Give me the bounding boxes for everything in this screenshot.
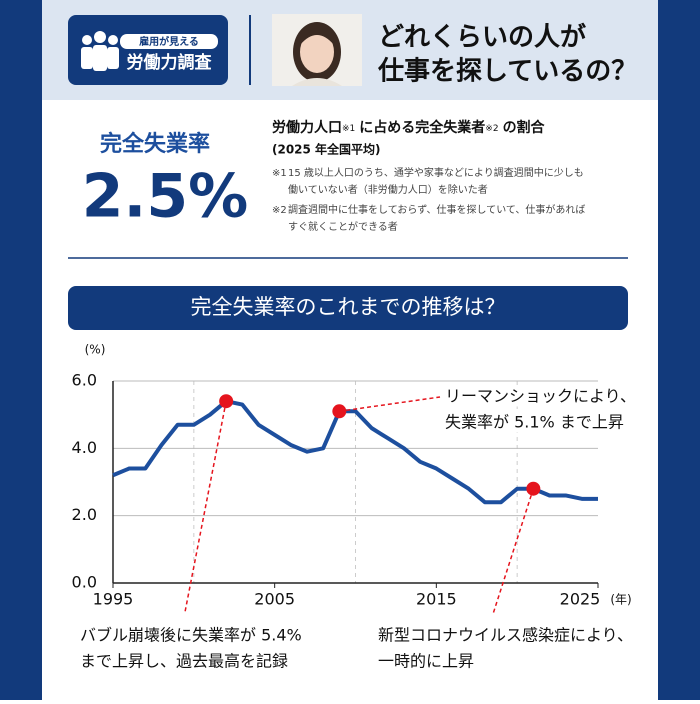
note-text: 働いていない者（非労働力人口）を除いた者 [288, 183, 488, 196]
highlight-dot [219, 394, 234, 409]
annotation-leader [492, 488, 535, 615]
logo-main: 労働力調査 [127, 52, 213, 73]
note-mark: ※2 [272, 205, 287, 216]
annotation-text: まで上昇し、過去最高を記録 [80, 652, 288, 671]
stat-definition: 労働力人口※1 に占める完全失業者※2 の割合 [272, 119, 546, 136]
highlight-dot [332, 404, 347, 419]
logo-icon [81, 31, 119, 71]
x-axis-label: (年) [610, 593, 631, 607]
stat-label: 完全失業率 [100, 131, 210, 157]
header-title: 仕事を探しているの？ [377, 57, 637, 87]
annotation-text: 一時的に上昇 [378, 652, 474, 671]
def-part: 労働力人口 [272, 119, 342, 136]
note-text: 調査週間中に仕事をしておらず、仕事を探していて、仕事があれば [288, 203, 585, 216]
highlight-dot [526, 481, 541, 496]
x-tick-label: 2015 [416, 590, 457, 609]
annotation-text: 失業率が 5.1% まで上昇 [445, 413, 624, 432]
notes: ※1 15 歳以上人口のうち、通学や家事などにより調査週間中に少しも 働いていな… [272, 166, 585, 233]
annotation-leader [339, 396, 441, 413]
x-tick-label: 2025 [560, 590, 601, 609]
def-part: に占める完全失業者 [359, 119, 485, 136]
annotation-leader [184, 401, 227, 613]
logo-small: 雇用が見える [139, 35, 199, 48]
def-part: の割合 [503, 119, 546, 136]
def-note: ※1 [342, 124, 355, 134]
section-title: 完全失業率のこれまでの推移は？ [191, 295, 506, 319]
stat-period: (2025 年全国平均) [272, 142, 381, 157]
note-text: 15 歳以上人口のうち、通学や家事などにより調査週間中に少しも [288, 166, 584, 179]
def-note: ※2 [485, 124, 498, 134]
y-tick-label: 0.0 [72, 573, 97, 592]
y-tick-label: 6.0 [72, 371, 97, 390]
header-title: どれくらいの人が [378, 22, 586, 53]
section-box [68, 286, 628, 330]
note-mark: ※1 [272, 168, 287, 179]
y-tick-label: 4.0 [72, 438, 97, 457]
x-tick-label: 2005 [254, 590, 295, 609]
annotation-text: バブル崩壊後に失業率が 5.4% [80, 626, 302, 645]
y-axis-label: (%) [85, 343, 106, 357]
stat-value: 2.5% [82, 162, 248, 232]
x-tick-label: 1995 [93, 590, 134, 609]
series-line [112, 399, 598, 505]
note-text: すぐ就くことができる者 [288, 220, 398, 233]
logo-tag [120, 34, 218, 49]
photo [272, 14, 362, 86]
annotation-bg [443, 411, 626, 433]
annotation-text: リーマンショックにより、 [445, 387, 636, 406]
annotation-text: 新型コロナウイルス感染症により、 [378, 626, 633, 645]
annotation-bg [443, 385, 639, 407]
chart: (%) (年) 0.0 2.0 4.0 6.0 1995 2005 2015 2025 バブル崩壊後… [72, 343, 639, 671]
y-tick-label: 2.0 [72, 505, 97, 524]
